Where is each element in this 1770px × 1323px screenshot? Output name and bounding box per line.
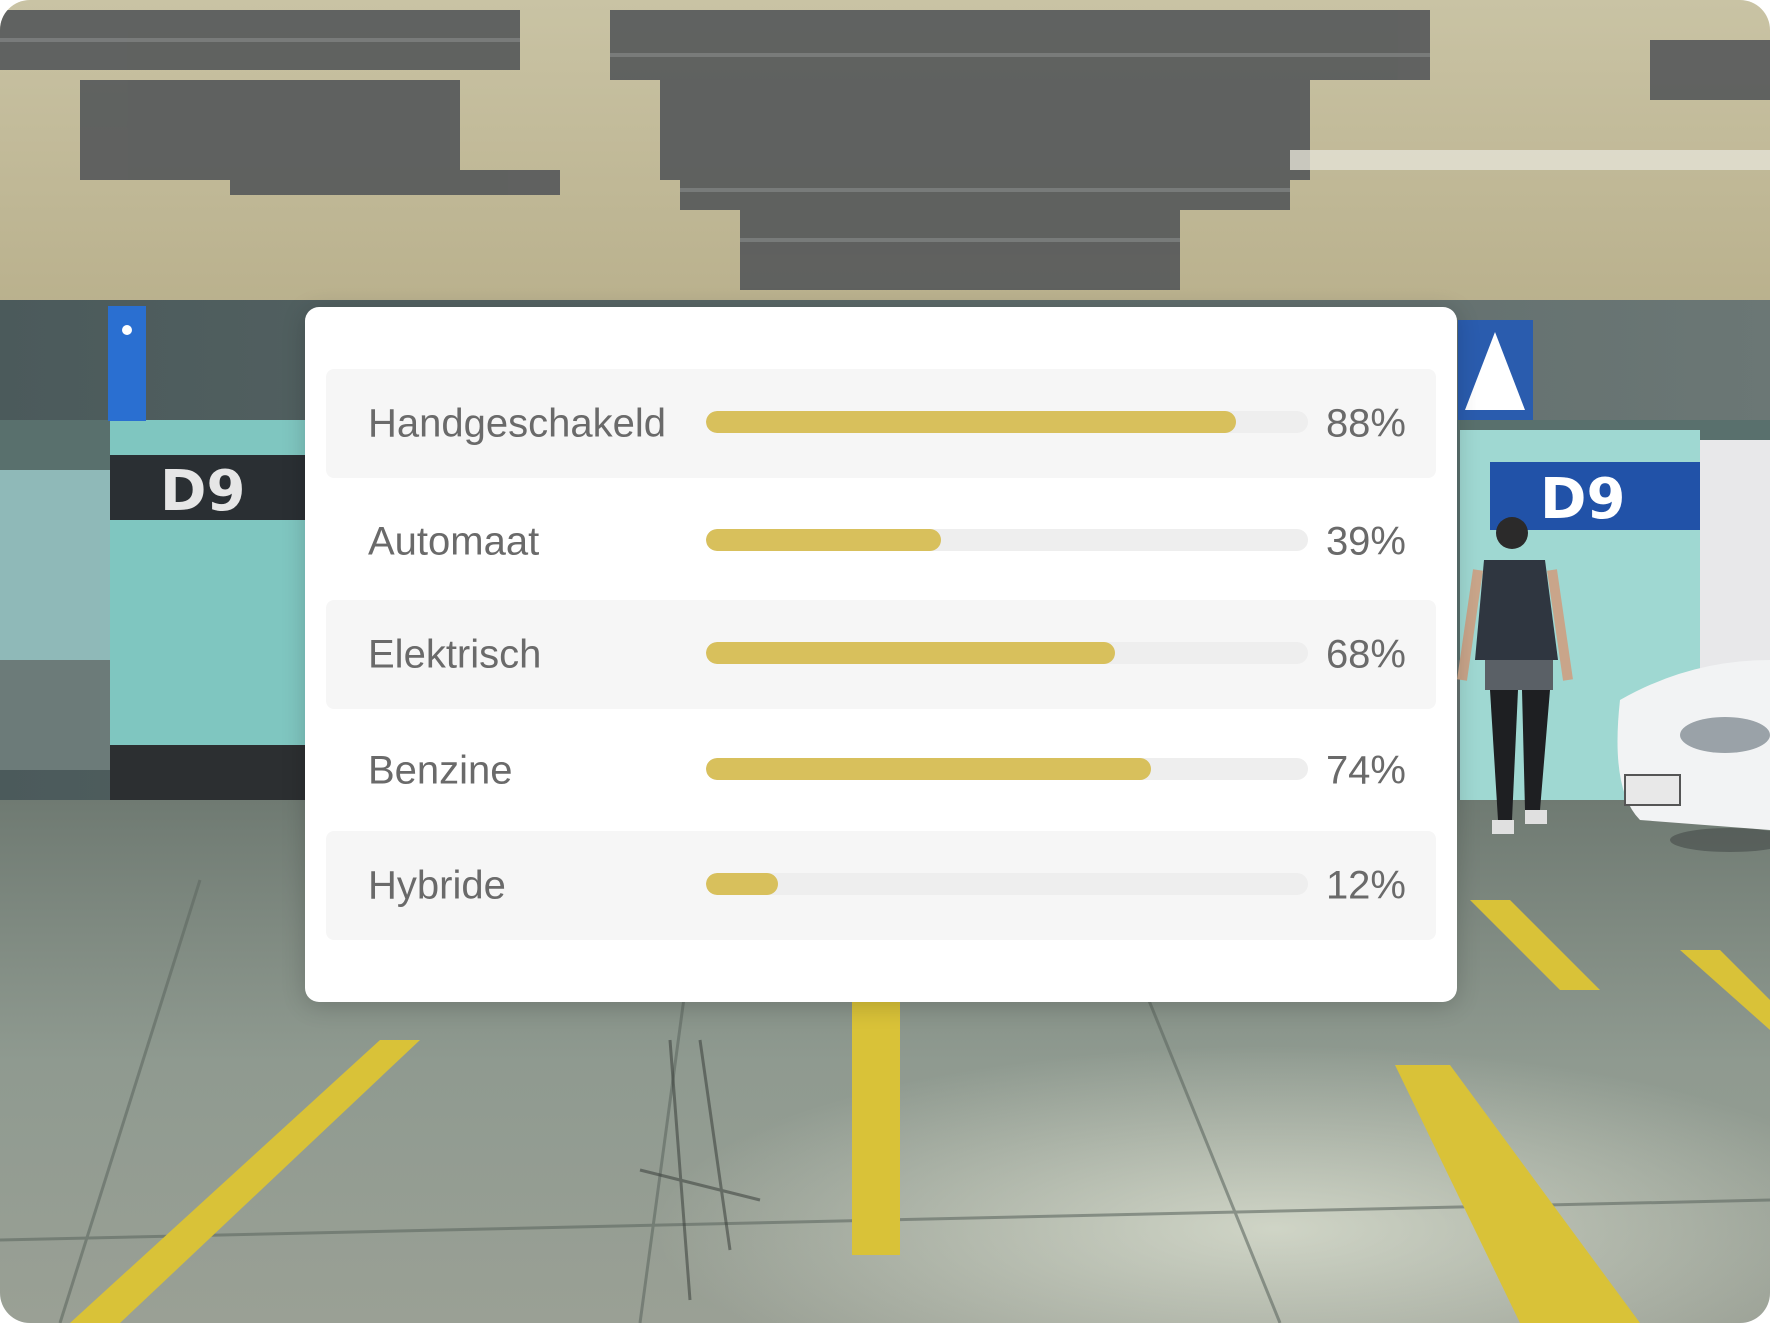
- stat-row-handgeschakeld: Handgeschakeld 88%: [326, 369, 1436, 478]
- stat-value: 88%: [1325, 401, 1406, 445]
- svg-text:D9: D9: [1540, 467, 1625, 532]
- progress-track: [706, 410, 1308, 433]
- stat-row-elektrisch: Elektrisch 68%: [326, 600, 1436, 709]
- progress-track: [706, 872, 1308, 895]
- stat-value: 12%: [1325, 863, 1406, 907]
- progress-track: [706, 757, 1308, 780]
- stat-row-automaat: Automaat 39%: [326, 487, 1436, 596]
- progress-track: [706, 641, 1308, 664]
- progress-bar-fill: [706, 872, 779, 895]
- stat-value: 39%: [1325, 519, 1406, 563]
- stat-value: 74%: [1325, 748, 1406, 792]
- stat-label: Benzine: [368, 748, 513, 792]
- progress-track: [706, 528, 1308, 551]
- progress-bar-fill: [706, 641, 1116, 664]
- progress-bar-fill: [706, 757, 1152, 780]
- stat-row-hybride: Hybride 12%: [326, 831, 1436, 940]
- fuel-transmission-stats-card: Handgeschakeld 88% Automaat 39% Elektris…: [305, 307, 1457, 1002]
- stat-label: Elektrisch: [368, 632, 542, 676]
- stat-label: Handgeschakeld: [368, 401, 666, 445]
- stat-label: Hybride: [368, 863, 506, 907]
- stat-label: Automaat: [368, 519, 540, 563]
- stat-row-benzine: Benzine 74%: [326, 716, 1436, 825]
- progress-bar-fill: [706, 528, 941, 551]
- progress-bar-fill: [706, 410, 1236, 433]
- stat-value: 68%: [1325, 632, 1406, 676]
- svg-text:D9: D9: [160, 459, 245, 524]
